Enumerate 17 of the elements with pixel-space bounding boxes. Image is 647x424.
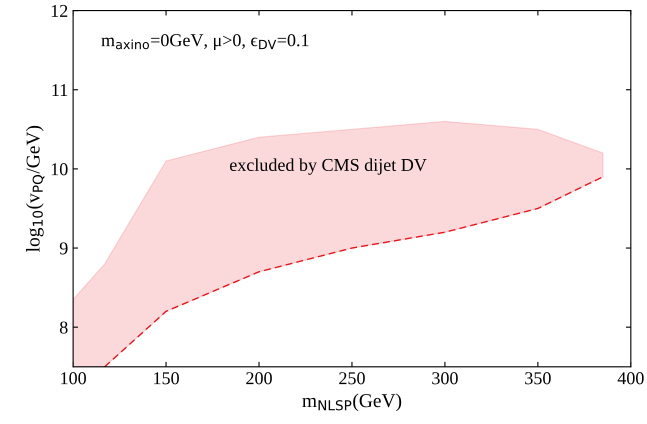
annotation: m$_{axino}$=0GeV, μ>0, ϵ$_{DV}$=0.1 bbox=[101, 34, 308, 50]
line-series bbox=[104, 176, 604, 367]
x-tick-label: 200 bbox=[246, 372, 272, 384]
y-axis-title: log$_{10}$(v$_{PQ}$/GeV) bbox=[26, 126, 44, 252]
y-tick-label: 12 bbox=[52, 4, 68, 17]
x-tick-label: 350 bbox=[525, 372, 551, 384]
x-tick-label: 300 bbox=[432, 372, 458, 384]
y-tick-label: 9 bbox=[60, 242, 68, 254]
x-tick-label: 400 bbox=[618, 372, 644, 384]
y-tick-label: 11 bbox=[52, 84, 68, 96]
x-tick-label: 100 bbox=[61, 372, 86, 384]
x-tick-label: 150 bbox=[154, 372, 179, 384]
y-tick-label: 8 bbox=[60, 321, 68, 334]
x-tick-label: 250 bbox=[339, 372, 365, 384]
y-tick-label: 10 bbox=[52, 163, 68, 176]
annotation: excluded by CMS dijet DV bbox=[230, 158, 427, 175]
x-axis-title: m$_{NLSP}$(GeV) bbox=[302, 394, 402, 412]
